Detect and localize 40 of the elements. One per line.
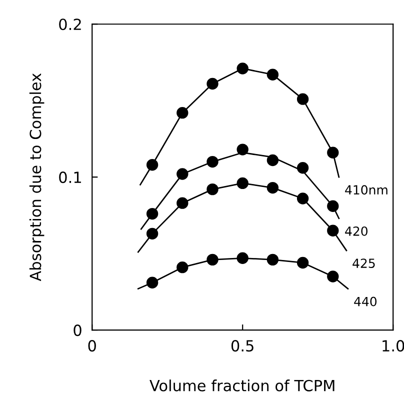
point bbox=[327, 200, 339, 212]
x-tick-label: 1.0 bbox=[382, 340, 404, 352]
point bbox=[266, 254, 279, 266]
point bbox=[236, 144, 248, 156]
point bbox=[236, 252, 248, 264]
point bbox=[296, 162, 309, 174]
point bbox=[206, 156, 218, 168]
point bbox=[296, 93, 309, 105]
point bbox=[146, 208, 158, 220]
point bbox=[296, 192, 309, 204]
point bbox=[266, 154, 279, 166]
y-tick-label: 0.1 bbox=[59, 172, 81, 184]
point bbox=[266, 68, 279, 80]
point bbox=[206, 254, 218, 266]
point bbox=[296, 256, 309, 269]
point bbox=[176, 106, 188, 119]
series-label: 440 bbox=[354, 296, 377, 306]
x-tick-label: 0 bbox=[88, 340, 96, 352]
point bbox=[176, 168, 188, 180]
y-tick-label: 0.2 bbox=[59, 18, 81, 30]
point bbox=[236, 62, 248, 74]
point bbox=[206, 78, 218, 90]
point bbox=[206, 183, 218, 196]
y-axis-title: Absorption due to Complex bbox=[29, 73, 44, 282]
point bbox=[327, 146, 339, 158]
point bbox=[236, 177, 248, 190]
series-label: 410nm bbox=[345, 185, 388, 195]
point bbox=[176, 261, 188, 274]
series-label: 420 bbox=[345, 226, 368, 236]
point bbox=[327, 270, 339, 282]
point bbox=[146, 228, 158, 240]
point bbox=[327, 224, 339, 236]
point bbox=[146, 159, 158, 171]
x-axis-title: Volume fraction of TCPM bbox=[150, 380, 334, 392]
y-tick-label: 0 bbox=[74, 324, 82, 336]
point bbox=[266, 182, 279, 194]
x-tick-label: 0.5 bbox=[231, 340, 254, 352]
series-label: 425 bbox=[352, 258, 375, 268]
point bbox=[146, 276, 158, 288]
point bbox=[176, 197, 188, 209]
